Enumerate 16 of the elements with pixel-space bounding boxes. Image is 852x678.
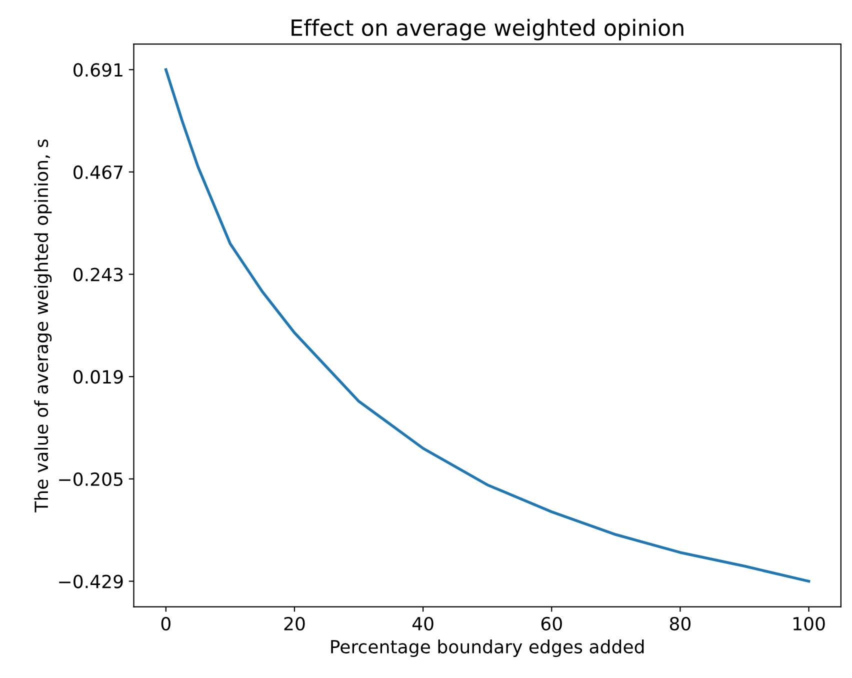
- y-tick-label: −0.205: [59, 472, 122, 486]
- y-tick-label: −0.429: [59, 574, 123, 588]
- line-series: [164, 68, 810, 583]
- y-axis-title: The value of average weighted opinion, s: [34, 139, 52, 512]
- x-tick-label: 40: [412, 616, 434, 631]
- x-tick-label: 0: [161, 616, 170, 631]
- y-tick-label: 0.243: [74, 268, 123, 282]
- chart-title: Effect on average weighted opinion: [292, 18, 684, 40]
- x-tick-label: 80: [670, 616, 690, 631]
- y-tick-label: 0.467: [74, 165, 122, 180]
- x-axis-title: Percentage boundary edges added: [331, 640, 644, 658]
- x-tick-label: 100: [794, 616, 825, 631]
- y-tick-label: 0.691: [74, 63, 122, 77]
- x-tick-label: 20: [284, 616, 305, 631]
- y-tick-label: 0.019: [74, 370, 123, 384]
- x-tick-label: 60: [541, 616, 562, 631]
